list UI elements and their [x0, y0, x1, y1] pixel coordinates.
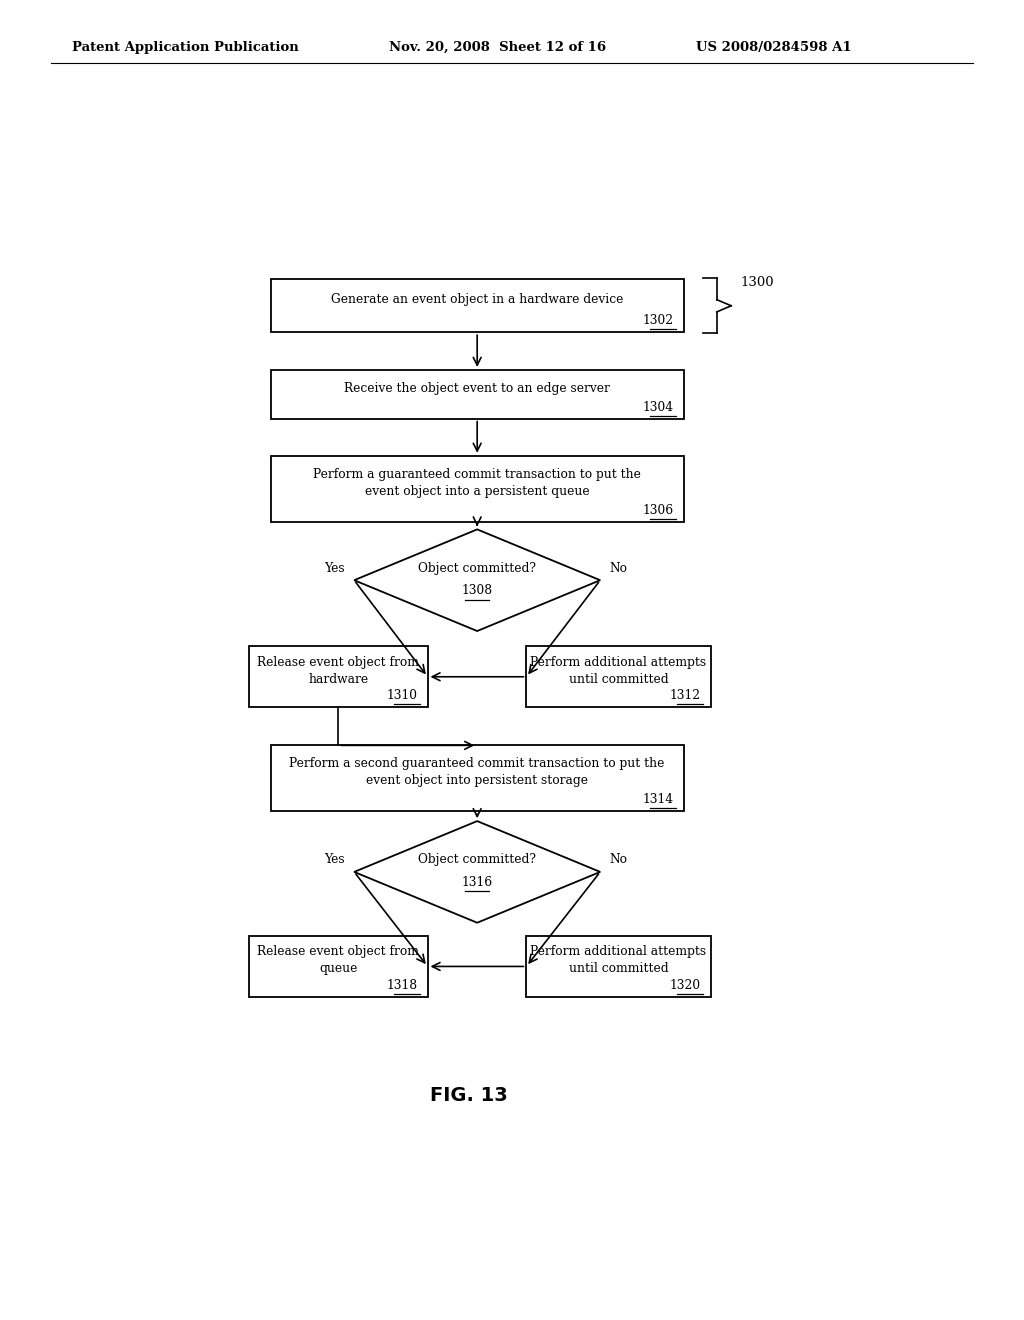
Text: US 2008/0284598 A1: US 2008/0284598 A1: [696, 41, 852, 54]
Text: Receive the object event to an edge server: Receive the object event to an edge serv…: [344, 381, 610, 395]
Text: Object committed?: Object committed?: [418, 853, 537, 866]
Text: 1302: 1302: [643, 314, 674, 327]
Text: 1304: 1304: [643, 400, 674, 413]
Polygon shape: [354, 821, 600, 923]
Text: 1316: 1316: [462, 875, 493, 888]
Text: Release event object from
queue: Release event object from queue: [257, 945, 419, 975]
Bar: [526, 936, 711, 997]
Text: Perform additional attempts
until committed: Perform additional attempts until commit…: [530, 945, 707, 975]
Text: FIG. 13: FIG. 13: [430, 1086, 508, 1105]
Text: 1300: 1300: [740, 276, 774, 289]
Text: Perform a guaranteed commit transaction to put the
event object into a persisten: Perform a guaranteed commit transaction …: [313, 467, 641, 498]
Bar: [270, 455, 684, 521]
Text: 1312: 1312: [670, 689, 701, 702]
Text: 1314: 1314: [643, 793, 674, 807]
Bar: [249, 936, 428, 997]
Text: Patent Application Publication: Patent Application Publication: [72, 41, 298, 54]
Text: Yes: Yes: [324, 561, 345, 574]
Bar: [270, 280, 684, 333]
Text: Perform additional attempts
until committed: Perform additional attempts until commit…: [530, 656, 707, 685]
Text: Nov. 20, 2008  Sheet 12 of 16: Nov. 20, 2008 Sheet 12 of 16: [389, 41, 606, 54]
Bar: [270, 370, 684, 418]
Text: 1318: 1318: [387, 979, 418, 991]
Text: Generate an event object in a hardware device: Generate an event object in a hardware d…: [331, 293, 624, 306]
Text: Object committed?: Object committed?: [418, 561, 537, 574]
Polygon shape: [354, 529, 600, 631]
Text: 1310: 1310: [387, 689, 418, 702]
Text: No: No: [609, 853, 628, 866]
Text: 1320: 1320: [670, 979, 701, 991]
Text: 1308: 1308: [462, 583, 493, 597]
Text: Yes: Yes: [324, 853, 345, 866]
Bar: [270, 746, 684, 812]
Text: Perform a second guaranteed commit transaction to put the
event object into pers: Perform a second guaranteed commit trans…: [290, 758, 665, 787]
Bar: [249, 647, 428, 708]
Text: 1306: 1306: [643, 504, 674, 516]
Text: Release event object from
hardware: Release event object from hardware: [257, 656, 419, 685]
Text: No: No: [609, 561, 628, 574]
Bar: [526, 647, 711, 708]
